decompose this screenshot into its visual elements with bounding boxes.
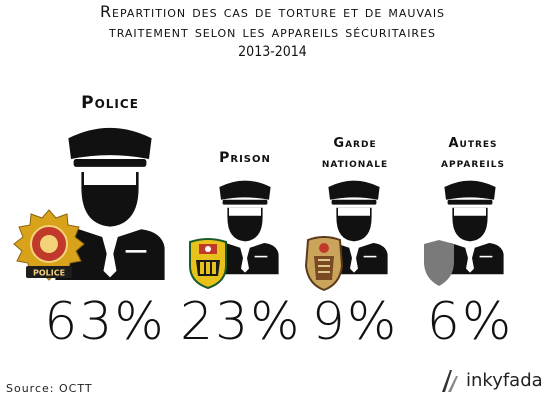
title-line-2: traitement selon les appareils sécuritai…: [108, 22, 437, 41]
category-label-police: Police: [81, 93, 139, 113]
police-officer-icon-police: [55, 127, 165, 280]
source-note: Source: OCTT: [6, 382, 93, 395]
title-line-1: Repartition des cas de torture et de mau…: [99, 2, 446, 21]
police-badge-text: POLICE: [33, 269, 65, 278]
value-label-police: 63%: [44, 292, 166, 352]
category-label-prison: Prison: [219, 150, 271, 166]
chart-title: Repartition des cas de torture et de mau…: [0, 2, 545, 42]
category-label-garde-nationale: Garde nationale: [321, 136, 389, 171]
shield-icon: [424, 240, 454, 286]
value-label-garde-nationale: 9%: [311, 292, 399, 352]
police-officer-icon-prison: [211, 180, 279, 275]
value-label-prison: 23%: [180, 292, 302, 352]
garde-nationale-badge-icon: [304, 236, 344, 292]
brand-name: inkyfada: [466, 370, 543, 391]
prison-badge-icon: [189, 238, 227, 290]
chart-subtitle: 2013-2014: [238, 44, 307, 60]
inkyfada-logo-icon: [442, 370, 458, 392]
value-label-autres-appareils: 6%: [426, 292, 514, 352]
police-badge-icon: POLICE: [13, 209, 85, 281]
category-label-autres-appareils: Autres appareils: [441, 136, 505, 171]
